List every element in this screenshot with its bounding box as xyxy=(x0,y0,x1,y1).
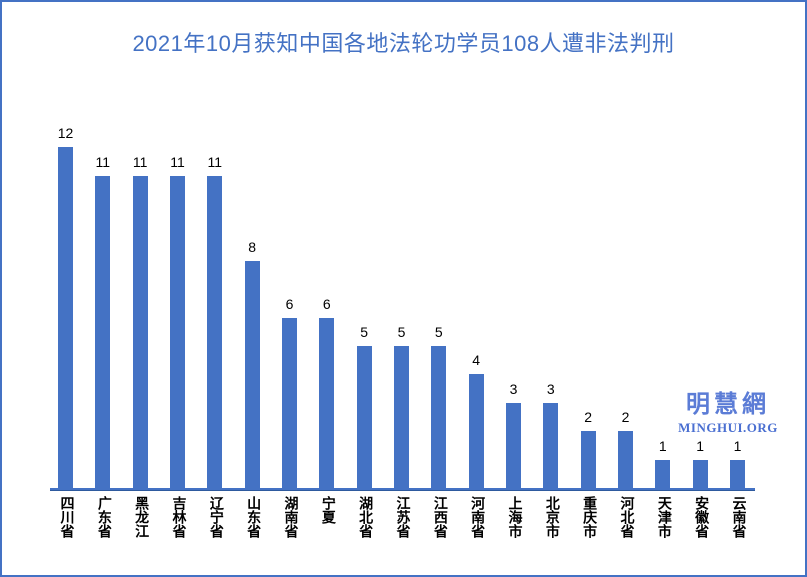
x-axis-label: 山东省 xyxy=(246,496,263,538)
bar xyxy=(468,374,484,488)
bar xyxy=(244,260,260,488)
bar xyxy=(431,346,447,488)
x-axis-label: 江西省 xyxy=(432,496,449,538)
x-axis-label: 江苏省 xyxy=(395,496,412,538)
x-axis-line xyxy=(50,488,755,491)
bar-value-label: 8 xyxy=(248,238,257,255)
x-axis-label: 辽宁省 xyxy=(208,496,225,538)
bar-value-label: 11 xyxy=(170,153,185,170)
x-axis-label: 云南省 xyxy=(731,496,748,538)
bar-value-label: 4 xyxy=(472,352,481,369)
bar-value-label: 1 xyxy=(733,437,742,454)
bar-value-label: 12 xyxy=(57,125,74,142)
x-axis-label: 黑龙江 xyxy=(134,496,151,538)
x-axis-label: 河南省 xyxy=(470,496,487,538)
bar-value-label: 11 xyxy=(132,153,148,170)
bar xyxy=(543,402,559,488)
x-axis-label: 北京市 xyxy=(544,496,561,538)
bar-value-label: 11 xyxy=(207,153,223,170)
bar-value-label: 5 xyxy=(360,324,369,340)
bar-value-label: 1 xyxy=(658,437,667,454)
bar-value-label: 5 xyxy=(397,324,406,340)
bar xyxy=(729,459,745,488)
bar xyxy=(58,147,73,488)
x-axis-label: 重庆市 xyxy=(582,496,599,538)
bar-value-label: 2 xyxy=(584,409,593,426)
bar xyxy=(169,175,185,488)
bar xyxy=(319,317,335,488)
bar xyxy=(95,175,111,488)
bar-value-label: 5 xyxy=(434,324,443,340)
minghui-logo-url: MINGHUI.ORG xyxy=(678,420,778,435)
x-axis-label: 湖南省 xyxy=(283,496,300,538)
bar-value-label: 2 xyxy=(621,409,630,426)
minghui-logo: 明慧網 MINGHUI.ORG xyxy=(678,384,778,436)
x-axis-label: 上海市 xyxy=(507,496,524,538)
bar xyxy=(692,459,708,488)
x-axis-label: 湖北省 xyxy=(358,496,375,538)
bar xyxy=(207,175,223,488)
bar xyxy=(617,431,633,488)
x-axis-label: 吉林省 xyxy=(171,496,188,538)
x-axis-label: 广东省 xyxy=(96,496,113,538)
x-axis-label: 天津市 xyxy=(656,496,673,538)
bar xyxy=(281,317,297,488)
x-axis-label: 安徽省 xyxy=(694,496,711,538)
x-axis-label: 四川省 xyxy=(59,496,76,538)
minghui-logo-cjk: 明慧網 xyxy=(686,392,770,418)
x-axis-label: 河北省 xyxy=(619,496,636,538)
bar xyxy=(393,346,409,488)
x-axis-label: 宁夏 xyxy=(320,496,337,524)
bar xyxy=(356,346,372,488)
bar xyxy=(655,459,671,488)
bar-value-label: 3 xyxy=(509,380,518,397)
chart-title: 2021年10月获知中国各地法轮功学员108人遭非法判刑 xyxy=(132,31,675,56)
bar-value-label: 6 xyxy=(285,295,294,312)
bar-value-label: 1 xyxy=(696,437,705,454)
bar xyxy=(505,402,521,488)
bar-value-label: 11 xyxy=(95,153,111,170)
bar xyxy=(580,431,596,488)
bar-value-label: 3 xyxy=(546,380,555,397)
bar xyxy=(132,175,148,488)
bar-value-label: 6 xyxy=(322,295,331,312)
